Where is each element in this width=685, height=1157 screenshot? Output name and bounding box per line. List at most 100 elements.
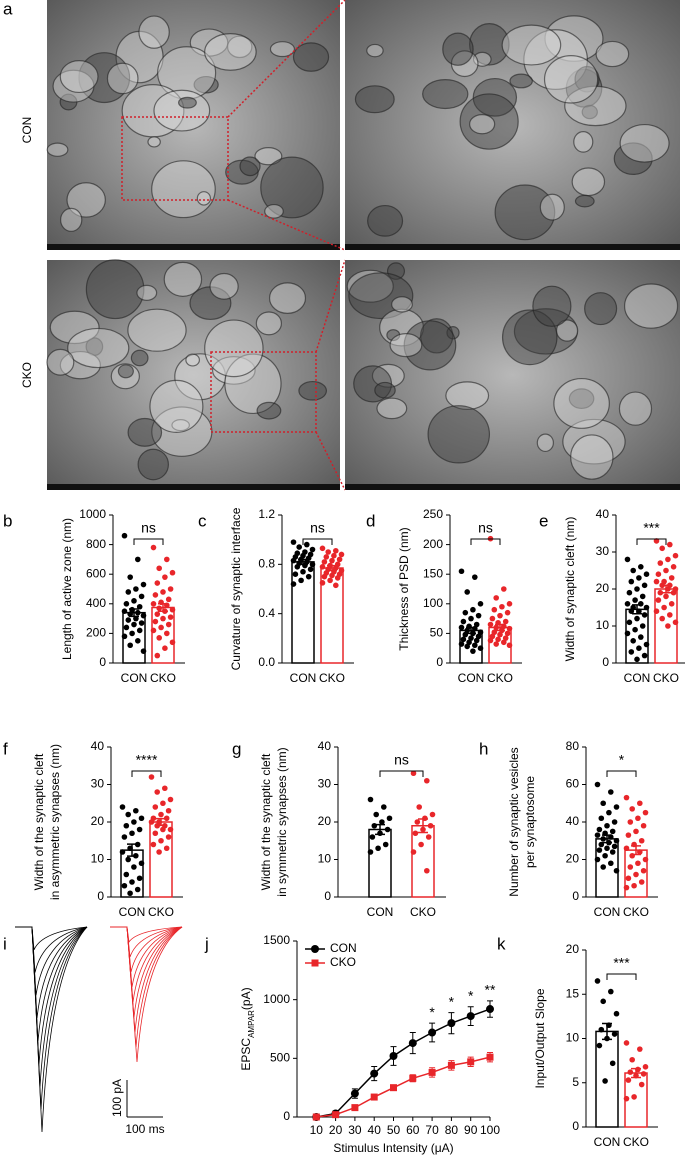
texture xyxy=(136,284,158,301)
data-point xyxy=(602,1078,608,1084)
y-tick-label: 500 xyxy=(270,1051,290,1065)
data-point xyxy=(416,804,423,810)
texture xyxy=(127,417,163,447)
data-point xyxy=(133,807,139,814)
data-point xyxy=(643,604,650,611)
marker xyxy=(312,1113,320,1121)
texture xyxy=(613,142,653,175)
panel-label: k xyxy=(497,934,506,953)
data-point xyxy=(338,551,345,558)
texture xyxy=(459,93,519,150)
data-point xyxy=(602,852,608,859)
x-tick-label: 100 xyxy=(480,1123,500,1137)
row-label: CON xyxy=(20,117,34,144)
data-point xyxy=(129,879,135,885)
texture xyxy=(153,89,211,132)
data-point xyxy=(640,822,647,829)
data-point xyxy=(639,593,646,600)
data-point xyxy=(165,807,172,814)
error-bar xyxy=(632,604,642,615)
texture xyxy=(178,96,197,109)
texture xyxy=(571,167,606,197)
data-point xyxy=(625,832,632,838)
data-point xyxy=(631,882,637,889)
x-tick-label: CKO xyxy=(623,905,649,919)
y-tick-label: 10 xyxy=(318,852,332,866)
data-point xyxy=(425,834,432,840)
data-point xyxy=(638,837,645,844)
zoom-line xyxy=(227,0,346,118)
y-tick-label: 50 xyxy=(430,626,444,640)
data-point xyxy=(470,648,476,654)
data-point xyxy=(613,804,620,810)
data-point xyxy=(169,569,176,576)
annotation: ** xyxy=(485,982,496,998)
data-point xyxy=(298,577,304,584)
y-axis-label-unit: (pA) xyxy=(239,987,253,1010)
annotation: * xyxy=(468,987,474,1003)
data-point xyxy=(167,586,174,592)
data-point xyxy=(655,597,662,603)
data-point xyxy=(384,826,391,833)
sig-bracket xyxy=(131,770,162,777)
data-point xyxy=(668,601,675,607)
data-point xyxy=(643,571,650,577)
data-point xyxy=(460,618,467,625)
data-point xyxy=(160,589,166,595)
texture xyxy=(570,434,614,480)
data-point xyxy=(163,815,170,822)
data-point xyxy=(470,606,476,613)
data-point xyxy=(333,547,339,554)
data-point xyxy=(162,785,168,792)
data-point xyxy=(637,849,643,855)
sig-label: ns xyxy=(141,520,156,536)
data-point xyxy=(638,601,644,607)
sig-bracket xyxy=(302,538,333,545)
micrograph-cko-high xyxy=(345,260,680,490)
trace xyxy=(110,926,183,1063)
texture xyxy=(106,62,139,95)
texture xyxy=(163,261,203,297)
y-tick-label: 40 xyxy=(566,814,580,828)
y-axis-label: Width of the synaptic cleft xyxy=(259,753,273,890)
data-point xyxy=(477,601,484,607)
data-point xyxy=(152,804,159,810)
data-point xyxy=(608,860,614,867)
data-point xyxy=(334,575,341,581)
data-point xyxy=(163,845,170,852)
panel-label: e xyxy=(539,511,548,530)
sig-bracket xyxy=(606,770,637,777)
trace xyxy=(110,926,183,958)
data-point xyxy=(321,573,328,580)
data-point xyxy=(296,544,303,550)
trace xyxy=(15,926,88,996)
data-point xyxy=(152,592,159,598)
data-point xyxy=(636,645,642,651)
data-point xyxy=(501,639,507,646)
texture xyxy=(85,259,145,320)
sig-label: ns xyxy=(394,752,409,768)
marker xyxy=(370,1069,379,1078)
legend-label: CKO xyxy=(330,955,356,969)
info-bar xyxy=(47,484,340,490)
data-point xyxy=(472,574,478,580)
y-tick-label: 80 xyxy=(566,739,580,753)
data-point xyxy=(121,834,128,840)
data-point xyxy=(140,581,147,588)
y-tick-label: 0 xyxy=(324,889,331,903)
data-point xyxy=(127,890,133,897)
marker xyxy=(428,1028,437,1037)
data-point xyxy=(628,608,635,614)
texture xyxy=(376,397,408,420)
trace xyxy=(15,926,88,1087)
x-tick-label: CKO xyxy=(487,671,513,685)
data-point xyxy=(150,601,157,607)
texture xyxy=(256,401,282,420)
y-tick-label: 600 xyxy=(86,566,106,580)
data-point xyxy=(632,626,638,633)
texture xyxy=(298,380,328,401)
data-point xyxy=(123,601,130,607)
data-point xyxy=(325,549,332,555)
data-point xyxy=(600,836,606,842)
data-point xyxy=(634,586,640,592)
